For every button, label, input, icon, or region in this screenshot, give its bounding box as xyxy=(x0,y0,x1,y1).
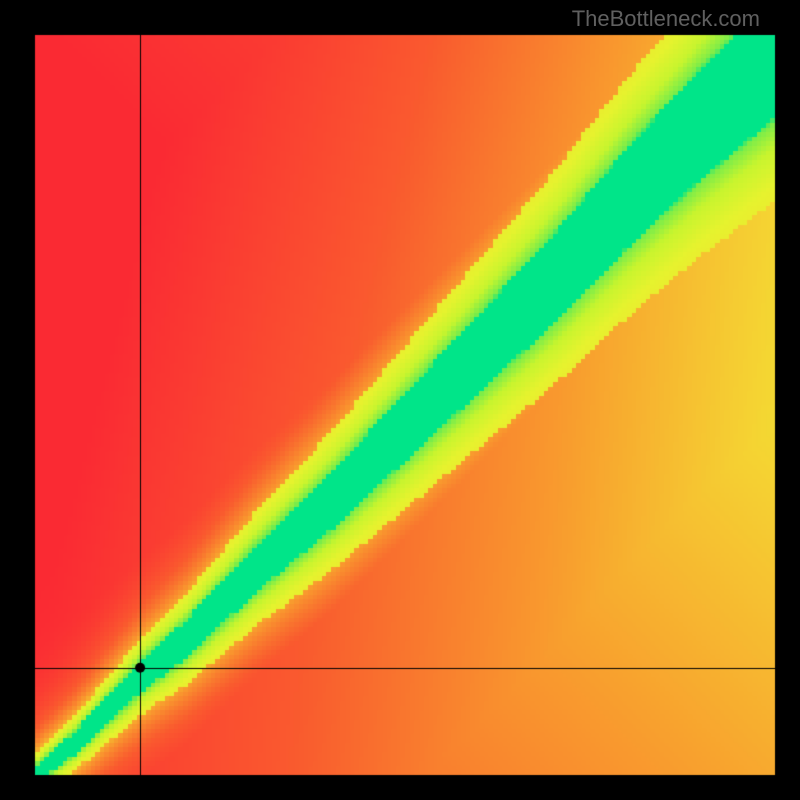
chart-container: TheBottleneck.com xyxy=(0,0,800,800)
bottleneck-heatmap-canvas xyxy=(0,0,800,800)
watermark-label: TheBottleneck.com xyxy=(572,6,760,32)
